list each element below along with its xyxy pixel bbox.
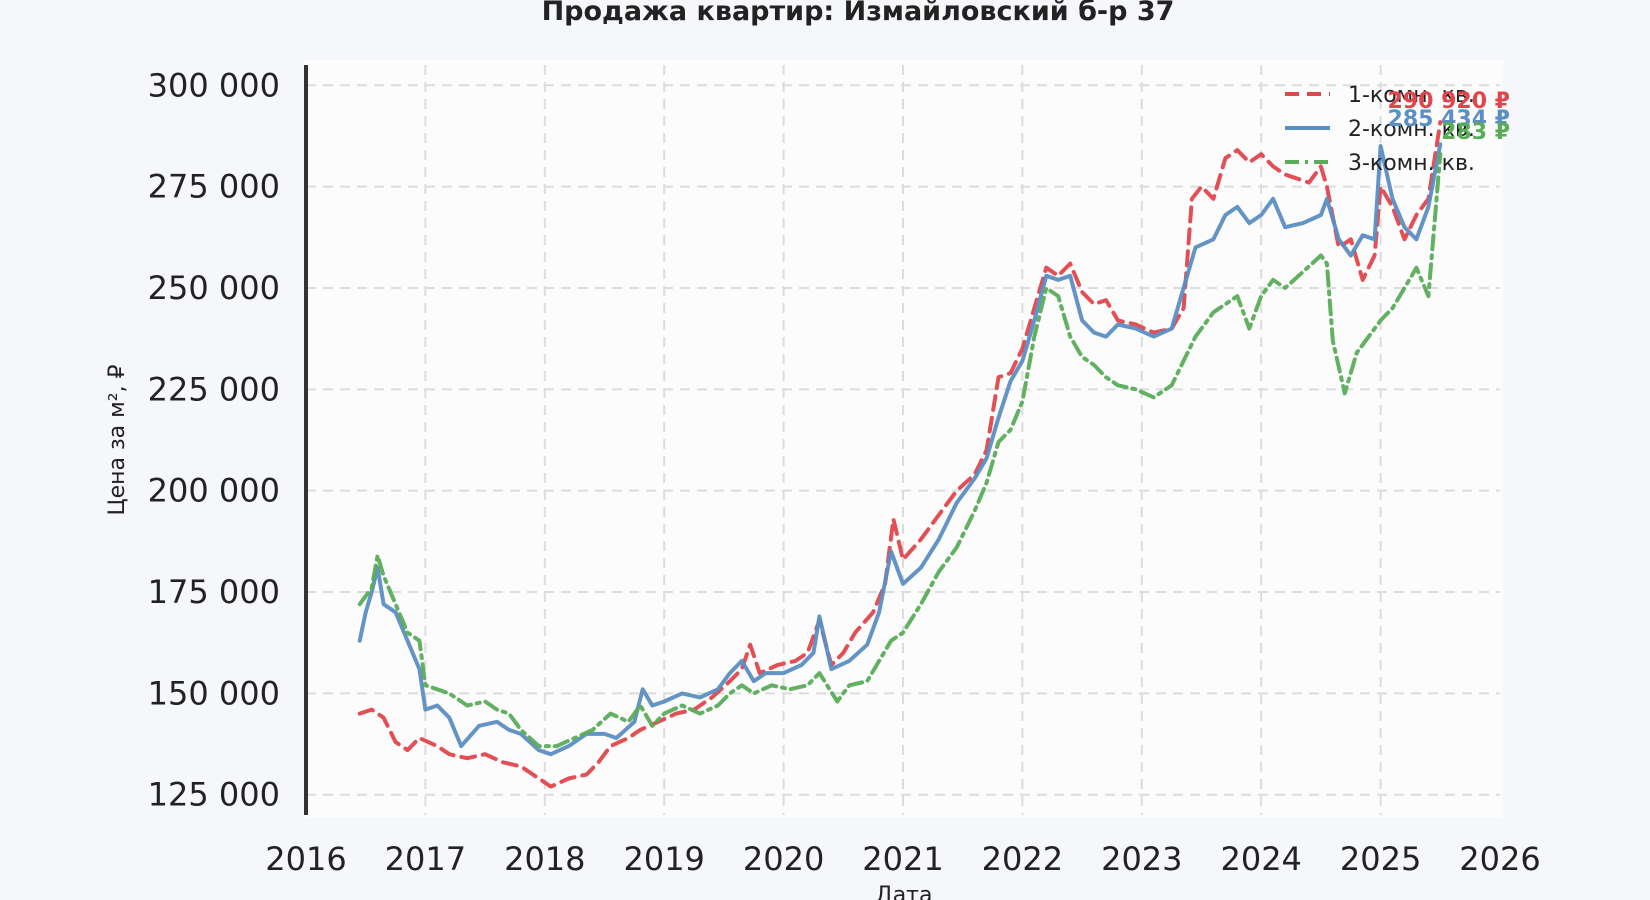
x-tick-label: 2016: [265, 840, 346, 878]
end-value-label-1: 290 920 ₽: [1388, 89, 1510, 114]
y-tick-label: 175 000: [148, 573, 280, 611]
legend: 1-комн. кв. 2-комн. кв. 3-комн. кв.: [1285, 83, 1475, 176]
legend-label-3: 3-комн. кв.: [1348, 151, 1475, 176]
series-line-2: [357, 142, 1443, 757]
y-tick-label: 250 000: [148, 269, 280, 307]
y-tick-label: 150 000: [148, 674, 280, 712]
end-value-labels: 290 920 ₽285 434 ₽283 ₽: [1388, 89, 1510, 145]
x-tick-label: 2026: [1459, 840, 1540, 878]
chart-title: Продажа квартир: Измайловский б-р 37: [542, 0, 1175, 27]
x-tick-label: 2018: [504, 840, 585, 878]
x-tick-label: 2019: [623, 840, 704, 878]
series-layer: [357, 120, 1443, 789]
x-tick-label: 2023: [1101, 840, 1182, 878]
end-value-label-3: 283 ₽: [1441, 120, 1510, 145]
x-axis-title: Дата: [876, 883, 933, 900]
y-tick-label: 225 000: [148, 370, 280, 408]
y-tick-label: 300 000: [148, 66, 280, 104]
y-tick-label: 275 000: [148, 168, 280, 206]
x-tick-label: 2025: [1340, 840, 1421, 878]
series-line-1: [357, 120, 1443, 789]
y-axis-title: Цена за м², ₽: [105, 364, 130, 515]
legend-label-1: 1-комн. кв.: [1348, 83, 1475, 108]
y-tick-labels: 125 000 150 000 175 000 200 000 225 000 250 0…: [148, 66, 280, 813]
end-value-label-2: 285 434 ₽: [1388, 107, 1510, 132]
y-tick-label: 200 000: [148, 472, 280, 510]
y-tick-label: 125 000: [148, 776, 280, 814]
x-tick-label: 2022: [982, 840, 1063, 878]
series-line-3: [357, 152, 1443, 749]
x-tick-label: 2017: [385, 840, 466, 878]
x-tick-label: 2021: [862, 840, 943, 878]
x-tick-label: 2024: [1220, 840, 1301, 878]
x-tick-labels: 2016 2017 2018 2019 2020 2021 2022 2023 2024 2025…: [265, 840, 1540, 878]
x-tick-label: 2020: [743, 840, 824, 878]
legend-label-2: 2-комн. кв.: [1348, 117, 1475, 142]
